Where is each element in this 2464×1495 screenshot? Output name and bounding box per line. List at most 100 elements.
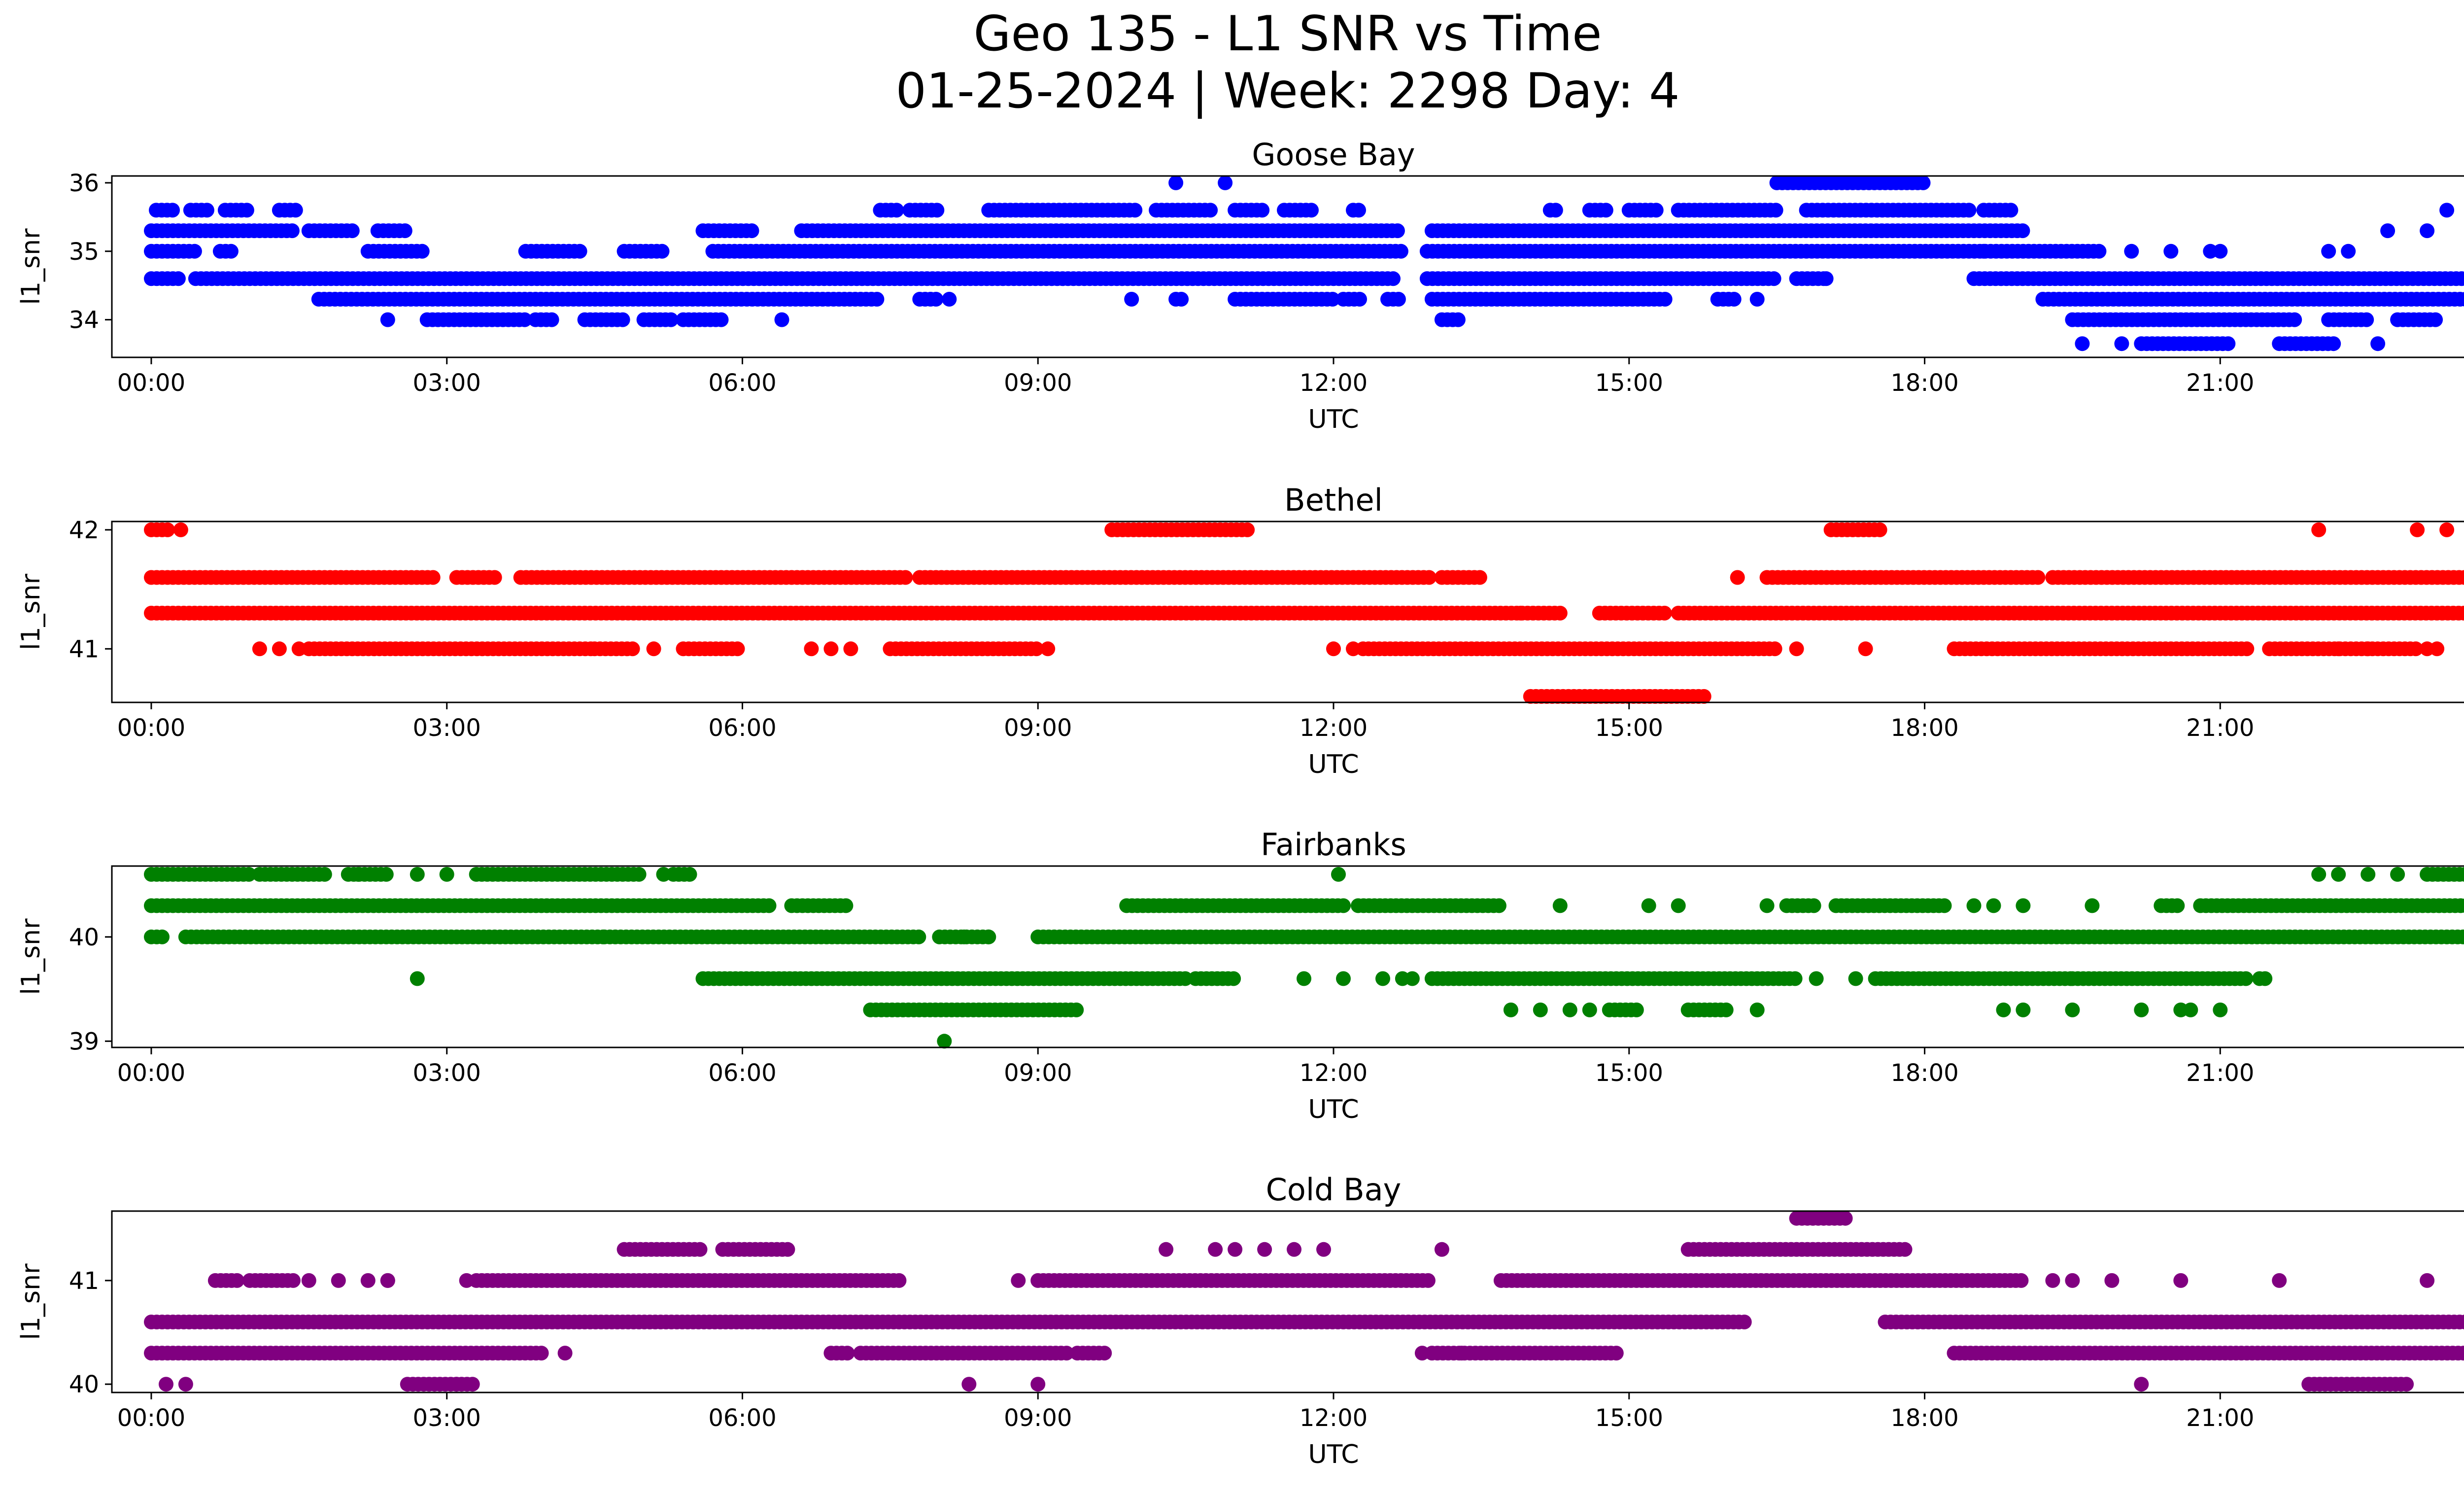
data-point xyxy=(774,312,789,327)
data-point xyxy=(1386,271,1401,286)
data-point xyxy=(2458,292,2464,307)
x-axis-label: UTC xyxy=(1308,750,1359,779)
data-point xyxy=(1128,203,1143,218)
data-point xyxy=(761,898,777,913)
data-point xyxy=(1641,898,1656,913)
data-point xyxy=(656,867,671,882)
y-tick-label: 39 xyxy=(69,1028,99,1055)
data-point xyxy=(572,243,587,259)
data-point xyxy=(1240,522,1255,537)
data-point xyxy=(663,312,679,327)
data-point xyxy=(1297,971,1311,986)
data-point xyxy=(1218,175,1233,190)
data-point xyxy=(1657,605,1672,621)
data-point xyxy=(378,867,394,882)
data-point xyxy=(1858,641,1873,657)
series-points xyxy=(144,1211,2464,1392)
data-point xyxy=(1806,898,1821,913)
data-point xyxy=(291,641,307,657)
data-point xyxy=(1352,292,1367,307)
panel-title: Goose Bay xyxy=(1252,137,1415,173)
data-point xyxy=(1472,570,1487,585)
data-point xyxy=(1421,570,1437,585)
data-point xyxy=(2221,336,2236,351)
data-point xyxy=(1029,641,1044,657)
data-point xyxy=(2213,243,2228,259)
x-tick-label: 09:00 xyxy=(1004,714,1072,742)
data-point xyxy=(1961,203,1977,218)
y-axis-label: l1_snr xyxy=(16,228,46,305)
data-point xyxy=(1749,1002,1765,1017)
data-point xyxy=(272,641,287,657)
data-point xyxy=(1336,971,1351,986)
data-point xyxy=(1325,292,1340,307)
data-point xyxy=(1696,689,1711,704)
data-point xyxy=(981,929,996,944)
data-point xyxy=(317,867,332,882)
x-tick-label: 21:00 xyxy=(2186,714,2254,742)
x-tick-label: 03:00 xyxy=(413,1059,481,1087)
data-point xyxy=(2311,522,2327,537)
figure-title-line2: 01-25-2024 | Week: 2298 Day: 4 xyxy=(896,63,1680,119)
data-point xyxy=(2361,867,2376,882)
data-point xyxy=(344,223,360,239)
data-point xyxy=(1657,292,1673,307)
x-tick-label: 12:00 xyxy=(1300,714,1368,742)
data-point xyxy=(1069,1002,1084,1017)
data-point xyxy=(889,203,904,218)
data-point xyxy=(487,570,502,585)
data-point xyxy=(2359,312,2374,327)
data-point xyxy=(2462,608,2464,618)
data-point xyxy=(2075,336,2090,351)
data-point xyxy=(1648,203,1664,218)
data-point xyxy=(682,867,697,882)
x-axis-label: UTC xyxy=(1308,405,1359,434)
data-point xyxy=(1097,1346,1112,1361)
data-point xyxy=(1552,605,1568,621)
data-point xyxy=(1548,203,1563,218)
data-point xyxy=(2463,573,2464,582)
data-point xyxy=(2461,931,2464,943)
data-point xyxy=(155,929,170,944)
data-point xyxy=(2460,272,2464,286)
data-point xyxy=(2085,898,2100,913)
data-point xyxy=(1766,271,1781,286)
data-point xyxy=(241,867,256,882)
data-point xyxy=(1608,1346,1624,1361)
data-point xyxy=(840,1346,855,1361)
series-points xyxy=(144,867,2464,1049)
data-point xyxy=(2238,971,2254,986)
data-point xyxy=(1737,1315,1752,1329)
data-point xyxy=(187,243,202,259)
data-point xyxy=(1562,1002,1577,1017)
data-point xyxy=(414,243,430,259)
data-point xyxy=(1767,641,1782,657)
data-point xyxy=(2420,223,2435,239)
data-point xyxy=(171,271,186,286)
x-tick-label: 18:00 xyxy=(1890,714,1958,742)
data-point xyxy=(2163,243,2179,259)
data-point xyxy=(625,641,640,657)
data-point xyxy=(1174,292,1189,307)
data-point xyxy=(929,203,945,218)
data-point xyxy=(2370,336,2386,351)
data-point xyxy=(1326,641,1341,657)
data-point xyxy=(1393,243,1408,259)
data-point xyxy=(2016,898,2031,913)
data-point xyxy=(285,1273,301,1288)
x-tick-label: 00:00 xyxy=(117,1059,185,1087)
data-point xyxy=(692,1242,708,1257)
data-point xyxy=(350,867,366,882)
x-tick-label: 12:00 xyxy=(1300,1059,1368,1087)
y-tick-label: 41 xyxy=(69,635,99,663)
data-point xyxy=(804,641,819,657)
data-point xyxy=(1976,243,1991,259)
data-point xyxy=(942,292,957,307)
data-point xyxy=(165,203,180,218)
data-point xyxy=(869,292,885,307)
data-point xyxy=(1937,898,1952,913)
data-point xyxy=(1838,1211,1853,1226)
